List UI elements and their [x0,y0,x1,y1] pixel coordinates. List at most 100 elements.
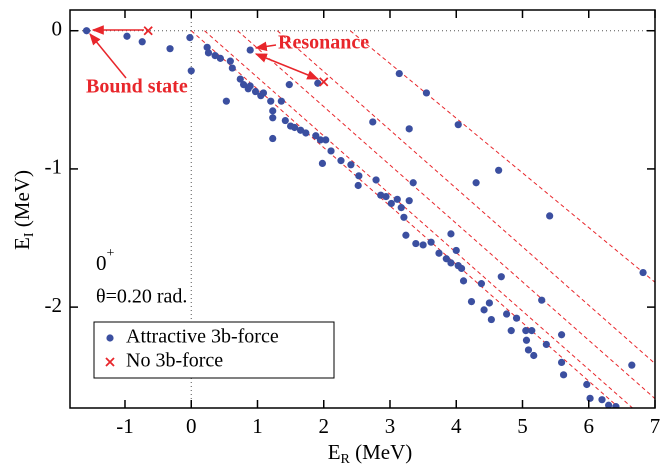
point [459,277,468,285]
point [186,34,194,42]
point [422,89,431,97]
point [322,136,330,144]
point [296,126,305,134]
point [347,161,355,169]
plot-area [82,26,655,408]
point [557,331,566,339]
point [583,380,591,389]
point [409,179,417,187]
point [369,118,377,126]
point [495,166,503,174]
reference-lines [70,10,655,408]
point [447,259,455,267]
point [412,239,420,248]
point [435,249,443,257]
ticks: -1 0 1 2 3 4 5 6 7 -2 -1 0 [45,10,661,438]
point [106,334,114,342]
point [138,38,146,46]
point [457,264,466,273]
point [397,204,405,212]
point [487,315,495,324]
legend-label: Attractive 3b-force [126,326,279,348]
plot-frame [69,9,656,409]
point [542,340,550,349]
point [269,107,277,115]
y-tick-label: 0 [52,17,63,41]
y-tick-label: -1 [45,155,63,179]
point [507,327,515,335]
y-tick-label: -2 [45,293,63,317]
point [281,116,289,125]
point [530,351,538,360]
point [337,157,345,165]
point [319,77,329,87]
arrows [89,25,320,80]
point [452,246,460,255]
point [259,89,268,97]
point [236,75,244,83]
legend-box [93,321,335,379]
point [442,255,450,263]
point [105,357,115,367]
x-tick-label: 6 [583,414,594,438]
x-tick-label: -1 [116,414,134,438]
x-tick-label: 2 [318,414,329,438]
point [355,172,363,180]
point [502,310,511,318]
point [228,64,236,72]
dashed-guide [349,30,655,283]
x-axis-label: ER (MeV) [328,440,413,467]
point [538,296,546,304]
dashed-guide [277,30,655,365]
point [327,147,335,155]
point [82,27,91,35]
point [267,97,275,105]
x-tick-label: 7 [650,414,661,438]
point [269,134,277,143]
x-tick-label: 4 [451,414,462,438]
point [472,179,480,187]
x-tick-label: 5 [517,414,528,438]
point [222,97,230,105]
point [393,195,401,203]
point [454,121,462,129]
angle-label: θ=0.20 rad. [96,286,187,308]
point [246,46,254,54]
point [187,67,195,75]
point [395,69,403,78]
point [372,176,380,184]
x-tick-label: 0 [186,414,197,438]
y-axis-label: EI (MeV) [10,170,37,250]
point [246,82,254,90]
point [467,297,476,306]
point [239,81,248,89]
point [612,403,620,408]
point [405,125,413,133]
point [269,114,277,122]
point [522,327,530,335]
point [477,280,486,288]
point [559,371,568,379]
point [285,81,293,89]
point [546,212,554,220]
point [318,159,327,167]
point [203,43,211,51]
point [628,361,636,369]
point [497,273,505,281]
resonance-label: Resonance [278,32,369,54]
point [480,306,488,314]
point [598,396,606,404]
x-tick-label: 1 [252,414,263,438]
point [277,97,285,105]
point [382,192,390,201]
point [586,394,594,402]
point [605,401,613,408]
point [290,123,299,132]
point [557,358,566,366]
point [400,213,408,221]
legend-label: No 3b-force [126,350,223,372]
point [354,181,362,190]
point [528,327,536,335]
point [419,241,427,249]
